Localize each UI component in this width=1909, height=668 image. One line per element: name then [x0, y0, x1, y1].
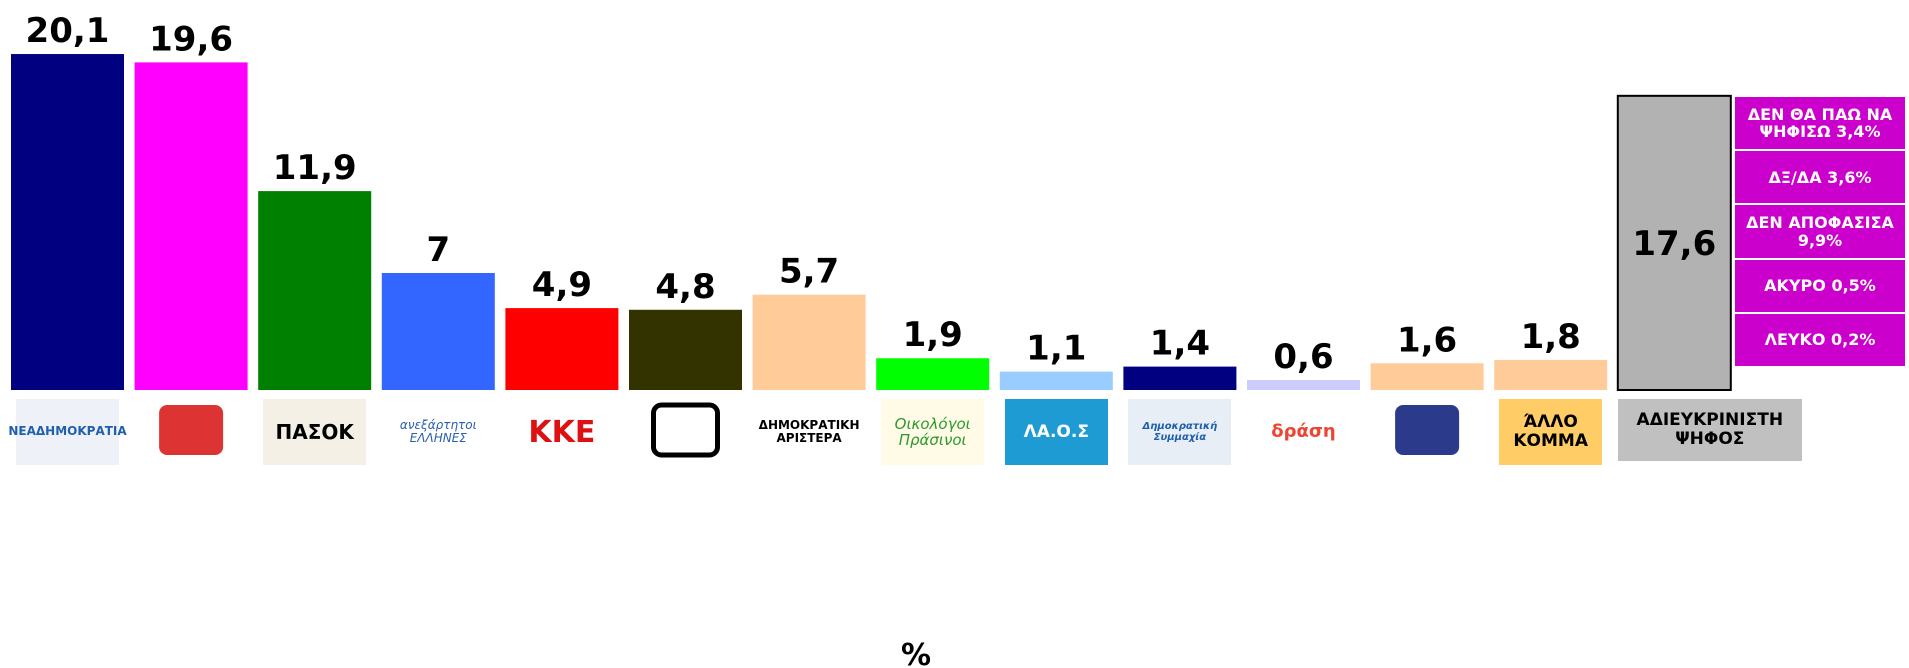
party-logo	[651, 402, 720, 458]
logo-shape	[159, 405, 224, 455]
bar	[1494, 359, 1608, 390]
bar	[381, 273, 495, 390]
value-label: 1,4	[1150, 324, 1210, 364]
bar	[876, 358, 990, 390]
breakdown-cell: ΔΕΝ ΘΑ ΠΑΩ ΝΑ ΨΗΦΙΣΩ 3,4%	[1735, 97, 1905, 152]
category-label: δράση	[1252, 399, 1355, 465]
value-label: 0,6	[1273, 337, 1333, 377]
bar	[134, 62, 248, 391]
bar	[1370, 363, 1484, 390]
value-label: 4,9	[532, 265, 592, 305]
category-label: ανεξάρτητοι ΕΛΛΗΝΕΣ	[386, 399, 490, 465]
bar	[1247, 379, 1360, 390]
bar	[1616, 94, 1732, 391]
category-label: ΠΑΣΟΚ	[263, 399, 367, 465]
category-label: ΆΛΛΟ ΚΟΜΜΑ	[1499, 399, 1603, 465]
category-label: ΚΚΕ	[510, 399, 614, 465]
logo-shape	[1395, 405, 1460, 455]
value-label: 1,6	[1397, 320, 1457, 360]
value-label: 20,1	[26, 11, 110, 51]
value-label: 11,9	[273, 148, 357, 188]
bar	[11, 54, 124, 391]
category-label: Οικολόγοι Πράσινοι	[881, 399, 985, 465]
logo-shape	[651, 402, 720, 458]
value-label: 4,8	[655, 267, 715, 307]
breakdown-cell: ΔΞ/ΔΑ 3,6%	[1735, 151, 1905, 206]
breakdown-cell: ΑΚΥΡΟ 0,5%	[1735, 259, 1905, 314]
x-axis-label: %	[900, 638, 932, 668]
bar	[999, 371, 1113, 390]
bar	[629, 309, 742, 390]
bar	[1123, 366, 1237, 390]
breakdown-box: ΔΕΝ ΘΑ ΠΑΩ ΝΑ ΨΗΦΙΣΩ 3,4% ΔΞ/ΔΑ 3,6% ΔΕΝ Α…	[1735, 97, 1905, 369]
category-label: Δημοκρατική Συμμαχία	[1128, 399, 1232, 465]
value-label: 7	[426, 230, 450, 270]
value-label: 19,6	[149, 19, 233, 59]
category-label: ΔΗΜΟΚΡΑΤΙΚΗ ΑΡΙΣΤΕΡΑ	[757, 399, 861, 465]
value-label: 1,1	[1026, 329, 1086, 369]
breakdown-cell: ΛΕΥΚΟ 0,2%	[1735, 313, 1905, 369]
bar	[258, 191, 372, 390]
value-label: 5,7	[779, 252, 839, 292]
party-logo	[1395, 405, 1460, 455]
bar	[505, 308, 619, 390]
category-label: ΛΑ.Ο.Σ	[1004, 399, 1108, 465]
value-label: 17,6	[1632, 224, 1716, 264]
category-label: ΑΔΙΕΥΚΡΙΝΙΣΤΗ ΨΗΦΟΣ	[1617, 399, 1802, 461]
value-label: 1,8	[1521, 317, 1581, 357]
party-logo	[159, 405, 224, 455]
value-label: 1,9	[903, 315, 963, 355]
category-label: ΝΕΑΔΗΜΟΚΡΑΤΙΑ	[8, 399, 127, 465]
bar	[752, 294, 866, 390]
breakdown-cell: ΔΕΝ ΑΠΟΦΑΣΙΣΑ 9,9%	[1735, 205, 1905, 260]
